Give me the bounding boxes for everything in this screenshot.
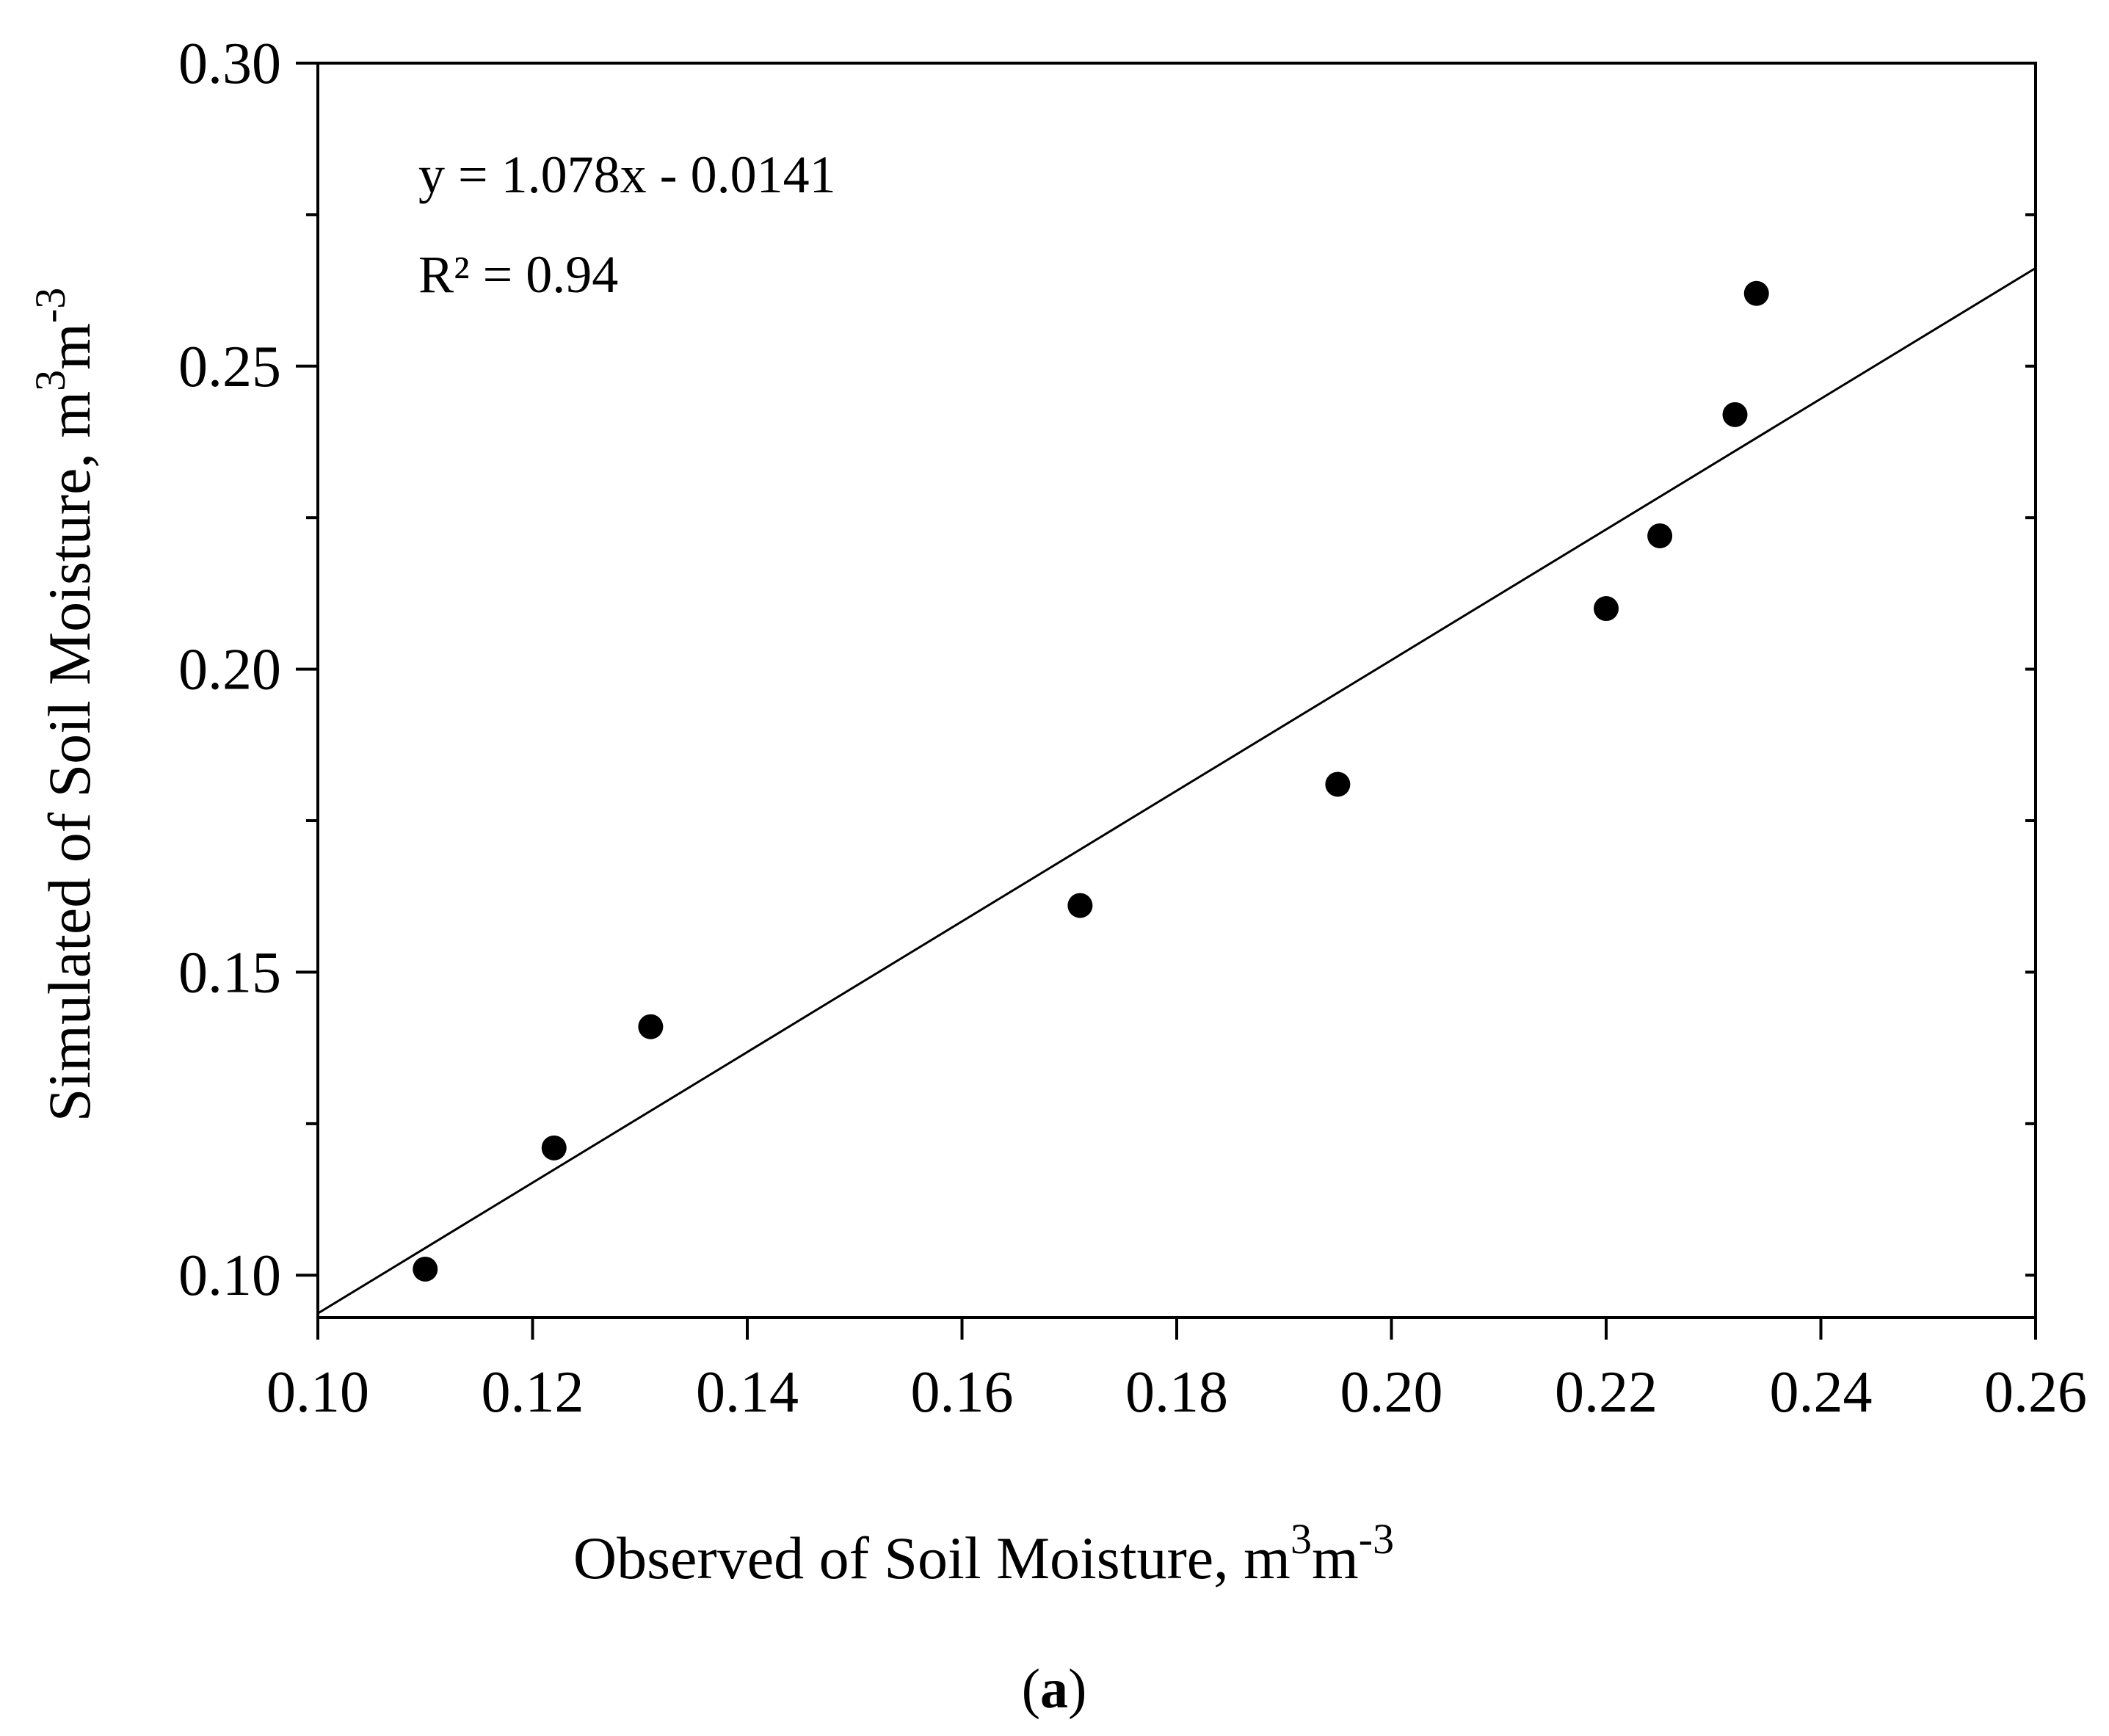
panel-label-letter: a (1040, 1658, 1068, 1720)
x-axis-title-sup2: -3 (1359, 1515, 1394, 1563)
x-tick-label: 0.16 (911, 1360, 1014, 1425)
regression-line (317, 266, 2036, 1315)
y-minor-ticks (306, 213, 2036, 1125)
x-tick-label: 0.22 (1555, 1360, 1658, 1425)
data-point (1647, 523, 1673, 548)
x-tick-label: 0.26 (1984, 1360, 2087, 1425)
data-point (413, 1256, 438, 1282)
y-axis-title: Simulated of Soil Moisture, m3m-3 (26, 288, 103, 1122)
x-tick-label: 0.20 (1340, 1360, 1443, 1425)
panel-label: (a) (1022, 1658, 1087, 1720)
data-point (1325, 771, 1351, 797)
y-tick-label: 0.25 (178, 335, 281, 399)
panel-label-close: ) (1068, 1658, 1086, 1720)
trendline-group (317, 266, 2036, 1315)
data-point (1594, 596, 1619, 622)
y-tick-label: 0.30 (178, 32, 281, 96)
y-axis-title-sup1: 3 (26, 370, 74, 391)
y-tick-label: 0.15 (178, 940, 281, 1005)
x-axis-title: Observed of Soil Moisture, m3m-3 (573, 1515, 1394, 1591)
data-point (638, 1014, 664, 1039)
data-point (1722, 402, 1748, 427)
x-axis-title-text: Observed of Soil Moisture, m (573, 1525, 1291, 1591)
x-tick-label: 0.18 (1125, 1360, 1228, 1425)
panel-label-open: ( (1022, 1658, 1040, 1720)
data-point (1067, 893, 1093, 918)
regression-equation: y = 1.078x - 0.0141 (418, 145, 836, 204)
x-tick-label: 0.12 (482, 1360, 584, 1425)
data-point (541, 1135, 567, 1161)
x-tick-label: 0.14 (696, 1360, 799, 1425)
r-squared-label: R² = 0.94 (418, 245, 618, 304)
data-points (413, 280, 1769, 1282)
y-tick-label: 0.20 (178, 638, 281, 702)
y-axis-title-sup2: -3 (26, 288, 74, 323)
x-axis-ticks: 0.10 0.12 0.14 0.16 0.18 0.20 0.22 0.24 0.26 (266, 1318, 2087, 1425)
x-tick-label: 0.24 (1770, 1360, 1873, 1425)
x-axis-title-sup1: 3 (1291, 1515, 1312, 1563)
x-tick-label: 0.10 (266, 1360, 369, 1425)
x-axis-title-mid: m (1312, 1525, 1359, 1591)
data-point (1743, 280, 1769, 306)
y-tick-label: 0.10 (178, 1243, 281, 1308)
y-axis-title-text: Simulated of Soil Moisture, m (36, 391, 103, 1122)
y-axis-title-mid: m (36, 323, 103, 370)
y-axis-ticks: 0.10 0.15 0.20 0.25 0.30 (178, 32, 2036, 1308)
